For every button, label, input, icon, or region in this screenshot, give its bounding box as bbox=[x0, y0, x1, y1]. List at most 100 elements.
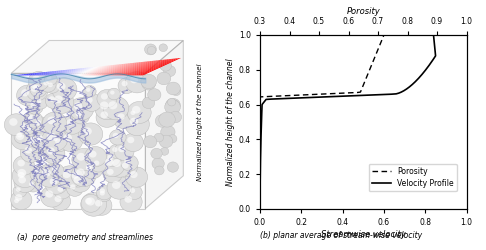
Polygon shape bbox=[35, 72, 44, 75]
Circle shape bbox=[130, 110, 136, 115]
Circle shape bbox=[50, 134, 64, 147]
Circle shape bbox=[31, 85, 38, 92]
Circle shape bbox=[168, 135, 177, 143]
Circle shape bbox=[85, 146, 106, 167]
Circle shape bbox=[97, 90, 117, 108]
Circle shape bbox=[26, 126, 31, 131]
Circle shape bbox=[118, 78, 136, 94]
Circle shape bbox=[159, 76, 168, 84]
Circle shape bbox=[112, 159, 121, 167]
Circle shape bbox=[47, 76, 52, 80]
Circle shape bbox=[69, 98, 94, 120]
Polygon shape bbox=[39, 72, 50, 75]
Polygon shape bbox=[91, 64, 117, 75]
Circle shape bbox=[141, 74, 156, 89]
Polygon shape bbox=[123, 60, 159, 75]
Circle shape bbox=[109, 144, 125, 158]
Circle shape bbox=[101, 111, 108, 118]
Circle shape bbox=[107, 169, 114, 175]
Circle shape bbox=[132, 106, 140, 114]
Polygon shape bbox=[37, 72, 47, 75]
Circle shape bbox=[127, 137, 134, 143]
Polygon shape bbox=[122, 60, 156, 75]
Circle shape bbox=[12, 164, 38, 188]
Circle shape bbox=[30, 82, 47, 97]
Circle shape bbox=[113, 133, 119, 138]
Circle shape bbox=[171, 100, 179, 108]
Polygon shape bbox=[65, 68, 83, 75]
Polygon shape bbox=[54, 70, 69, 75]
Circle shape bbox=[23, 124, 37, 136]
Polygon shape bbox=[31, 73, 38, 75]
Polygon shape bbox=[59, 69, 75, 75]
Circle shape bbox=[97, 188, 112, 202]
Text: (b) planar average of stream-wise velocity: (b) planar average of stream-wise veloci… bbox=[260, 231, 422, 240]
Circle shape bbox=[57, 186, 63, 192]
Circle shape bbox=[42, 169, 51, 177]
Polygon shape bbox=[72, 67, 92, 75]
Circle shape bbox=[96, 107, 118, 127]
Circle shape bbox=[157, 72, 171, 85]
Circle shape bbox=[49, 91, 74, 114]
Circle shape bbox=[107, 88, 120, 100]
Circle shape bbox=[86, 88, 90, 92]
Circle shape bbox=[9, 118, 17, 126]
Circle shape bbox=[71, 164, 96, 187]
Circle shape bbox=[42, 128, 68, 151]
Circle shape bbox=[17, 169, 26, 177]
Legend: Porosity, Velocity Profile: Porosity, Velocity Profile bbox=[368, 164, 456, 191]
Circle shape bbox=[118, 159, 137, 176]
Polygon shape bbox=[100, 64, 128, 75]
Polygon shape bbox=[96, 64, 122, 75]
Circle shape bbox=[31, 102, 36, 108]
Polygon shape bbox=[119, 61, 153, 75]
Polygon shape bbox=[128, 60, 164, 75]
Circle shape bbox=[14, 130, 29, 143]
Circle shape bbox=[78, 123, 103, 145]
Circle shape bbox=[13, 156, 35, 175]
Circle shape bbox=[118, 146, 125, 152]
Circle shape bbox=[86, 166, 91, 170]
Circle shape bbox=[48, 82, 53, 87]
Circle shape bbox=[161, 126, 175, 138]
Circle shape bbox=[24, 147, 32, 154]
Circle shape bbox=[36, 135, 43, 142]
Circle shape bbox=[104, 158, 113, 166]
Circle shape bbox=[112, 147, 118, 152]
Circle shape bbox=[71, 172, 79, 179]
Polygon shape bbox=[11, 40, 183, 73]
Circle shape bbox=[100, 154, 125, 176]
Circle shape bbox=[22, 123, 28, 128]
Polygon shape bbox=[46, 71, 58, 75]
Polygon shape bbox=[41, 71, 52, 75]
Circle shape bbox=[52, 135, 69, 151]
Circle shape bbox=[32, 117, 50, 133]
Circle shape bbox=[151, 148, 162, 159]
Polygon shape bbox=[74, 67, 94, 75]
Circle shape bbox=[11, 128, 35, 150]
Circle shape bbox=[42, 112, 67, 134]
Circle shape bbox=[100, 191, 105, 196]
Circle shape bbox=[18, 172, 25, 178]
Circle shape bbox=[160, 60, 172, 71]
Circle shape bbox=[70, 184, 76, 190]
Circle shape bbox=[110, 90, 115, 94]
Circle shape bbox=[81, 194, 101, 212]
Circle shape bbox=[33, 75, 40, 82]
Circle shape bbox=[85, 198, 92, 204]
Polygon shape bbox=[141, 58, 181, 75]
Circle shape bbox=[144, 44, 156, 55]
Polygon shape bbox=[135, 59, 173, 75]
Circle shape bbox=[29, 182, 34, 186]
Circle shape bbox=[14, 168, 34, 186]
Circle shape bbox=[104, 152, 121, 166]
Circle shape bbox=[72, 148, 96, 171]
Circle shape bbox=[28, 115, 34, 120]
Circle shape bbox=[41, 186, 64, 207]
Circle shape bbox=[17, 85, 39, 106]
Circle shape bbox=[122, 81, 128, 86]
Circle shape bbox=[168, 98, 176, 106]
Circle shape bbox=[52, 166, 57, 171]
Circle shape bbox=[77, 153, 86, 161]
Circle shape bbox=[51, 192, 70, 210]
